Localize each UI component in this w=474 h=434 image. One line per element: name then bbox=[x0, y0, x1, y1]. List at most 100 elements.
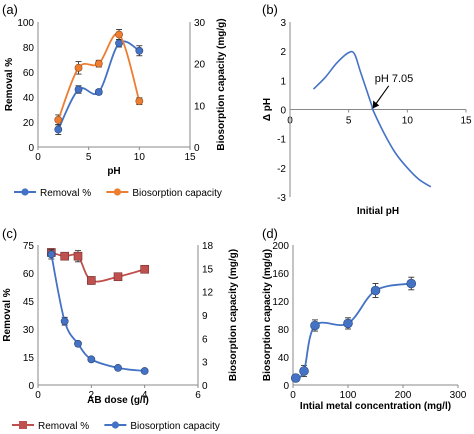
data-point bbox=[135, 97, 144, 106]
x-tick-label: 10 bbox=[134, 152, 146, 163]
y-tick-label: 3 bbox=[280, 18, 286, 29]
legend-label: Removal % bbox=[38, 421, 89, 432]
x-tick-label: 6 bbox=[195, 390, 201, 401]
data-point bbox=[87, 355, 96, 364]
y-tick-label: 0 bbox=[283, 381, 289, 392]
y-tick-label: 80 bbox=[23, 43, 35, 54]
series-line bbox=[295, 282, 412, 379]
data-point bbox=[74, 85, 83, 94]
legend: Removal % Biosorption capacity bbox=[12, 421, 220, 432]
annotation-label: pH 7.05 bbox=[375, 73, 414, 85]
y2-tick-label: 0 bbox=[194, 143, 200, 154]
y-tick-label: 45 bbox=[23, 297, 35, 308]
series-line bbox=[312, 50, 432, 188]
y-tick-label: 200 bbox=[272, 241, 289, 252]
data-point bbox=[140, 367, 149, 375]
series-2 bbox=[47, 249, 149, 375]
x-tick-label: 0 bbox=[290, 390, 296, 401]
x-tick-label: 10 bbox=[402, 116, 414, 127]
series-1 bbox=[47, 248, 149, 285]
y2-tick-label: 12 bbox=[202, 288, 214, 299]
data-point bbox=[73, 251, 83, 261]
y2-tick-label: 0 bbox=[202, 381, 208, 392]
y-tick-label: 0 bbox=[28, 381, 34, 392]
y2-axis-title: Biosorption capacity (mg/g) bbox=[228, 249, 239, 381]
y-tick-label: 1 bbox=[280, 76, 286, 87]
y-tick-label: 100 bbox=[17, 18, 34, 29]
data-point bbox=[299, 366, 309, 376]
x-tick-label: 200 bbox=[395, 390, 412, 401]
x-axis-title: AB dose (g/l) bbox=[87, 395, 149, 406]
y2-tick-label: 3 bbox=[202, 358, 208, 369]
y-tick-label: -3 bbox=[277, 193, 286, 204]
data-point bbox=[74, 339, 82, 348]
data-point bbox=[94, 88, 103, 96]
y-axis-title: Biosorption capacity (mg/g) bbox=[262, 249, 273, 381]
legend-swatch-marker bbox=[113, 188, 121, 196]
x-axis-title: pH bbox=[107, 166, 120, 177]
panel-label: (c) bbox=[2, 226, 17, 241]
y-tick-label: -1 bbox=[277, 135, 286, 146]
data-point bbox=[47, 250, 56, 259]
series-1 bbox=[54, 39, 144, 135]
series-2 bbox=[54, 29, 144, 126]
y-tick-label: 160 bbox=[272, 269, 289, 280]
y2-axis-title: Biosorption capacity (mg/g) bbox=[216, 18, 227, 150]
data-point bbox=[290, 373, 301, 383]
y-tick-label: 40 bbox=[23, 93, 35, 104]
x-tick-label: 5 bbox=[86, 152, 92, 163]
y-tick-label: -2 bbox=[277, 164, 286, 175]
panel-label: (d) bbox=[262, 226, 278, 241]
y-tick-label: 80 bbox=[278, 325, 290, 336]
y-tick-label: 2 bbox=[280, 47, 286, 58]
annotation-arrow-line bbox=[374, 85, 390, 106]
y-tick-label: 75 bbox=[23, 241, 35, 252]
x-tick-label: 15 bbox=[184, 152, 196, 163]
data-point bbox=[310, 320, 320, 331]
y-tick-label: 0 bbox=[28, 143, 34, 154]
y2-tick-label: 9 bbox=[202, 311, 208, 322]
y2-tick-label: 10 bbox=[194, 101, 206, 112]
y-tick-label: 15 bbox=[23, 353, 35, 364]
x-tick-label: 4 bbox=[142, 390, 148, 401]
data-point bbox=[135, 46, 144, 55]
y-tick-label: 30 bbox=[23, 325, 35, 336]
x-tick-label: 5 bbox=[346, 116, 352, 127]
data-point bbox=[74, 63, 83, 72]
legend-swatch-marker bbox=[21, 188, 29, 196]
data-point bbox=[115, 30, 123, 39]
data-point bbox=[60, 251, 69, 261]
x-tick-label: 0 bbox=[35, 152, 41, 163]
annotation-arrowhead bbox=[372, 100, 380, 109]
y-tick-label: 40 bbox=[278, 353, 290, 364]
y-tick-label: 60 bbox=[23, 269, 35, 280]
data-point bbox=[343, 318, 353, 329]
data-point bbox=[94, 59, 103, 68]
data-point bbox=[113, 272, 123, 282]
data-point bbox=[140, 264, 149, 274]
series-line bbox=[50, 254, 145, 372]
data-point bbox=[406, 278, 417, 289]
y2-tick-label: 15 bbox=[202, 264, 214, 275]
data-point bbox=[54, 125, 63, 134]
y2-tick-label: 6 bbox=[202, 334, 208, 345]
panel-label: (b) bbox=[262, 2, 278, 17]
x-tick-label: 300 bbox=[450, 390, 467, 401]
x-tick-label: 15 bbox=[460, 116, 472, 127]
x-tick-label: 100 bbox=[340, 390, 357, 401]
x-axis-title: Initial pH bbox=[357, 206, 399, 217]
series-1 bbox=[290, 276, 417, 383]
legend-swatch-marker bbox=[111, 421, 119, 429]
legend: Removal % Biosorption capacity bbox=[14, 188, 222, 199]
legend-label: Biosorption capacity bbox=[130, 421, 220, 432]
y-axis-title: Δ pH bbox=[262, 98, 273, 121]
data-point bbox=[54, 116, 63, 124]
series-line bbox=[57, 32, 141, 121]
series-1 bbox=[312, 50, 432, 188]
x-tick-label: 2 bbox=[89, 390, 95, 401]
y-tick-label: 20 bbox=[23, 118, 35, 129]
